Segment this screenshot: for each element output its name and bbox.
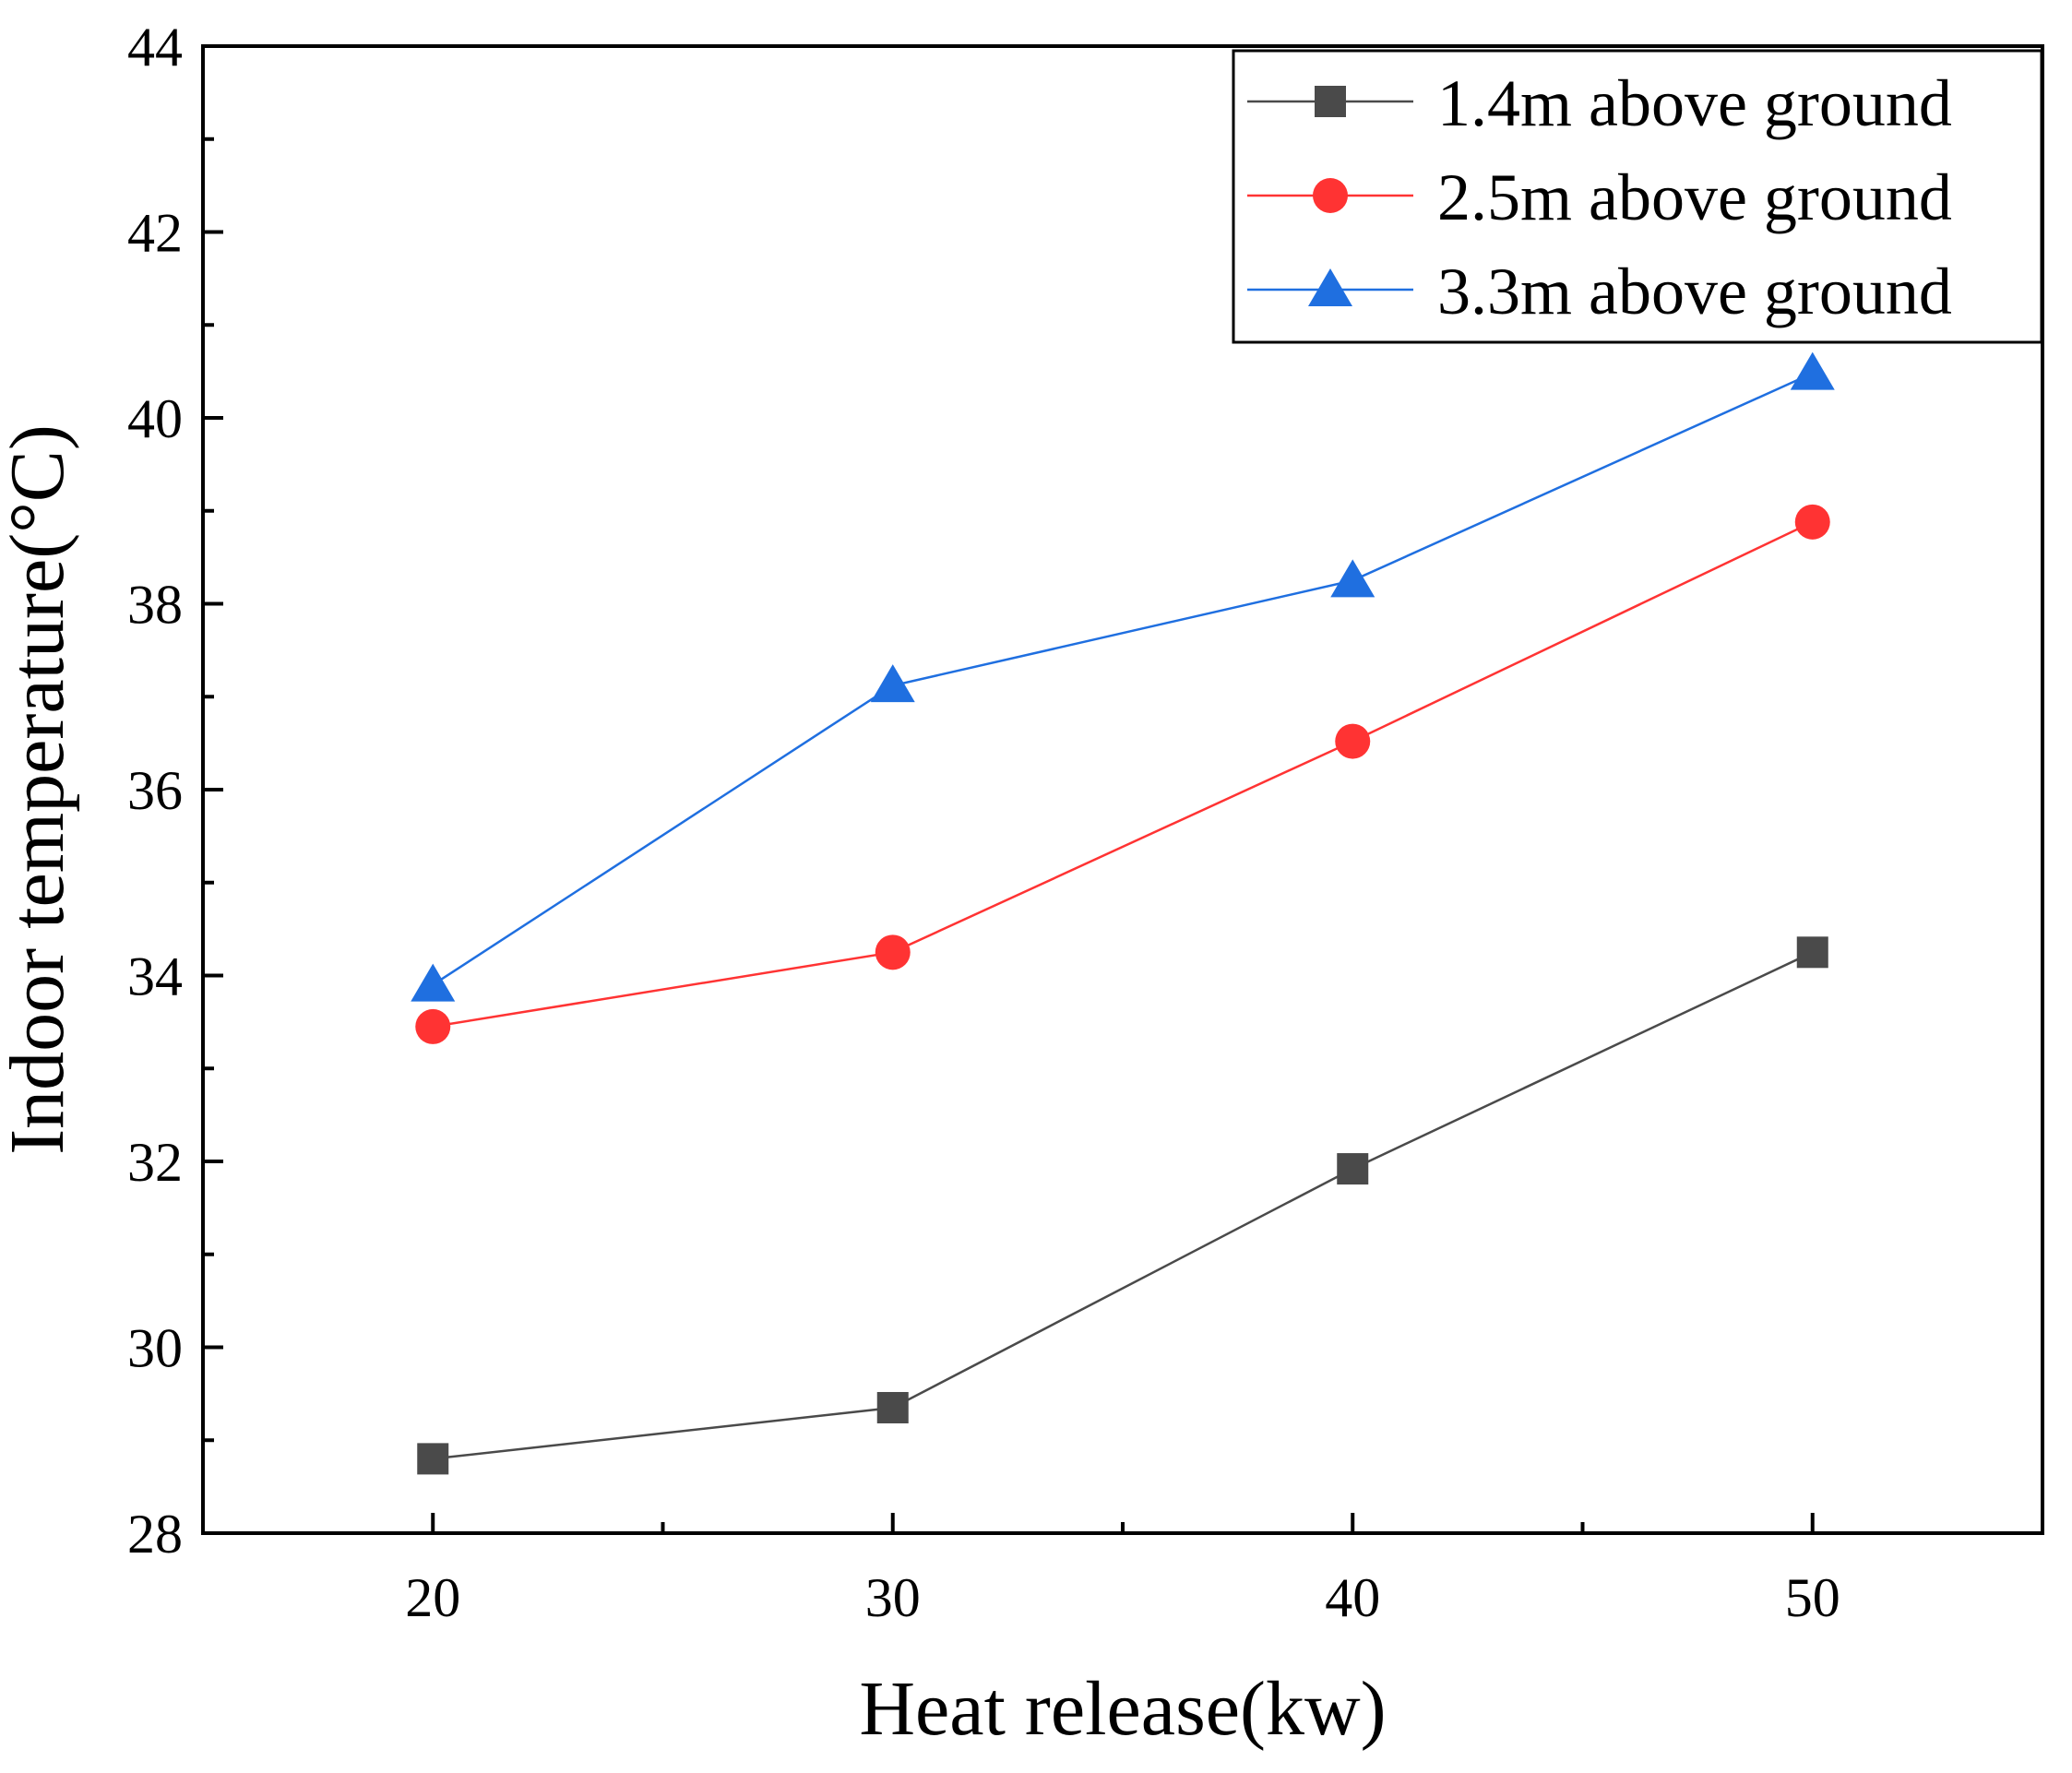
y-axis: 28 30 32 34 36 38 40 42 44: [127, 17, 223, 1565]
y-axis-title: Indoor temperature(°C): [0, 424, 80, 1155]
legend-label: 2.5m above ground: [1437, 161, 1952, 234]
legend-marker: [1308, 268, 1352, 306]
data-point: [876, 1391, 909, 1423]
x-tick-label: 20: [405, 1567, 460, 1628]
series-layer: [411, 351, 1835, 1475]
y-tick-label: 38: [127, 575, 183, 636]
x-tick-label: 40: [1325, 1567, 1380, 1628]
y-tick-label: 44: [127, 17, 183, 77]
data-point: [875, 934, 911, 970]
data-point: [1790, 351, 1835, 390]
data-point: [1337, 1153, 1369, 1185]
series-line: [432, 372, 1814, 986]
data-point: [411, 963, 456, 1002]
y-tick-label: 36: [127, 760, 183, 821]
series-3: [411, 351, 1835, 1002]
legend: 1.4m above ground 2.5m above ground 3.3m a…: [1232, 49, 2043, 344]
y-tick-label: 30: [127, 1318, 183, 1379]
data-point: [1335, 723, 1371, 759]
data-point: [870, 664, 915, 703]
legend-item: 3.3m above ground: [1247, 255, 1952, 328]
y-tick-label: 34: [127, 946, 183, 1007]
data-point: [1794, 504, 1830, 540]
series-line: [433, 520, 1814, 1029]
legend-item: 2.5m above ground: [1247, 161, 1952, 234]
data-point: [417, 1443, 449, 1475]
legend-label: 3.3m above ground: [1437, 255, 1952, 328]
y-tick-label: 42: [127, 203, 183, 264]
data-point: [1796, 936, 1828, 969]
y-tick-label: 28: [127, 1504, 183, 1565]
legend-item: 1.4m above ground: [1247, 66, 1952, 140]
y-tick-label: 40: [127, 388, 183, 449]
series-2: [415, 504, 1830, 1044]
x-axis-title: Heat release(kw): [859, 1666, 1386, 1752]
x-tick-label: 30: [865, 1567, 921, 1628]
y-tick-label: 32: [127, 1132, 183, 1193]
x-axis: 20 30 40 50: [405, 1513, 1840, 1628]
legend-items: 1.4m above ground 2.5m above ground 3.3m a…: [1247, 66, 1952, 328]
legend-label: 1.4m above ground: [1437, 66, 1952, 140]
data-point: [415, 1008, 451, 1044]
data-point: [1330, 559, 1375, 598]
legend-marker: [1313, 178, 1348, 213]
x-tick-label: 50: [1785, 1567, 1840, 1628]
series-line: [433, 951, 1814, 1460]
series-1: [417, 936, 1828, 1475]
legend-marker: [1315, 86, 1346, 117]
